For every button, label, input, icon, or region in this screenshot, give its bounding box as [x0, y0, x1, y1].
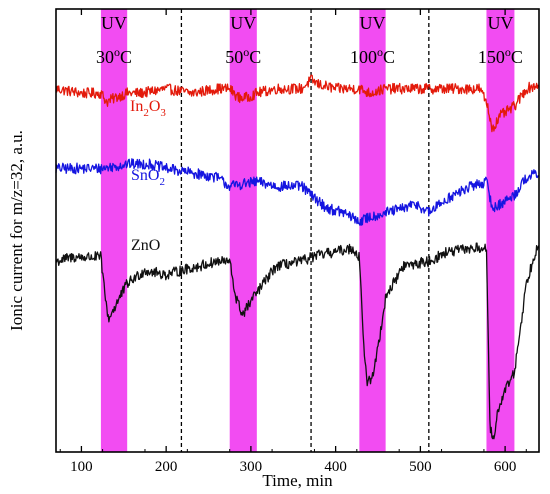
uv-band-3 — [486, 9, 515, 452]
x-axis-ticks: 100 200 300 400 500 600 — [59, 9, 527, 475]
x-tick-label-100: 100 — [70, 459, 93, 475]
x-tick-label-300: 300 — [240, 459, 263, 475]
series-lines — [55, 74, 540, 440]
temperature-label-2: 100oC — [350, 45, 395, 67]
series-label-in2o3: In2O3 — [130, 98, 166, 119]
x-tick-label-500: 500 — [409, 459, 432, 475]
uv-label-0: UV — [101, 13, 127, 33]
series-line-sno2 — [55, 158, 540, 226]
series-label-sno2: SnO2 — [131, 167, 165, 188]
y-axis-label: Ionic current for m/z=32, a.u. — [7, 130, 26, 331]
plot-frame — [55, 8, 540, 453]
uv-label-2: UV — [359, 13, 385, 33]
uv-band-0 — [100, 9, 128, 452]
divider-lines — [180, 9, 430, 452]
x-tick-label-400: 400 — [324, 459, 347, 475]
series-labels: In2O3 SnO2 ZnO — [130, 98, 166, 254]
temperature-label-3: 150oC — [478, 45, 523, 67]
uv-band-labels: UV 30oC UV 50oC UV 100oC UV 150oC — [96, 13, 523, 67]
series-line-zno — [55, 242, 540, 440]
x-axis-label: Time, min — [262, 471, 333, 490]
x-tick-label-600: 600 — [494, 459, 517, 475]
uv-label-1: UV — [230, 13, 256, 33]
temperature-label-1: 50oC — [225, 45, 261, 67]
uv-bands — [100, 9, 515, 452]
uv-label-3: UV — [487, 13, 513, 33]
uv-band-2 — [359, 9, 386, 452]
x-tick-label-200: 200 — [155, 459, 178, 475]
series-line-in2o3 — [55, 74, 540, 133]
uv-band-1 — [229, 9, 257, 452]
temperature-label-0: 30oC — [96, 45, 132, 67]
series-label-zno: ZnO — [131, 237, 160, 254]
